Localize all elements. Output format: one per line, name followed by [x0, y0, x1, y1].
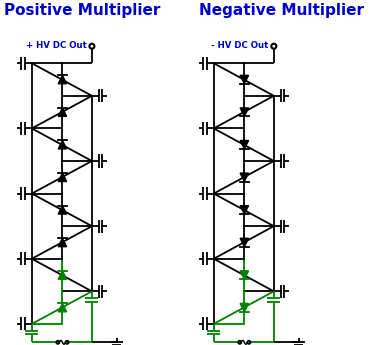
Polygon shape — [240, 140, 249, 149]
Polygon shape — [58, 271, 67, 279]
Polygon shape — [240, 271, 249, 279]
Polygon shape — [58, 140, 67, 149]
Polygon shape — [58, 303, 67, 312]
Polygon shape — [240, 173, 249, 181]
Text: Positive Multiplier: Positive Multiplier — [4, 3, 160, 18]
Polygon shape — [58, 238, 67, 247]
Polygon shape — [240, 75, 249, 84]
Polygon shape — [58, 75, 67, 84]
Polygon shape — [240, 238, 249, 247]
Polygon shape — [240, 303, 249, 312]
Polygon shape — [240, 108, 249, 116]
Polygon shape — [240, 206, 249, 214]
Text: + HV DC Out: + HV DC Out — [26, 41, 87, 50]
Text: - HV DC Out: - HV DC Out — [211, 41, 269, 50]
Polygon shape — [58, 173, 67, 181]
Polygon shape — [58, 108, 67, 116]
Text: Negative Multiplier: Negative Multiplier — [199, 3, 364, 18]
Polygon shape — [58, 206, 67, 214]
